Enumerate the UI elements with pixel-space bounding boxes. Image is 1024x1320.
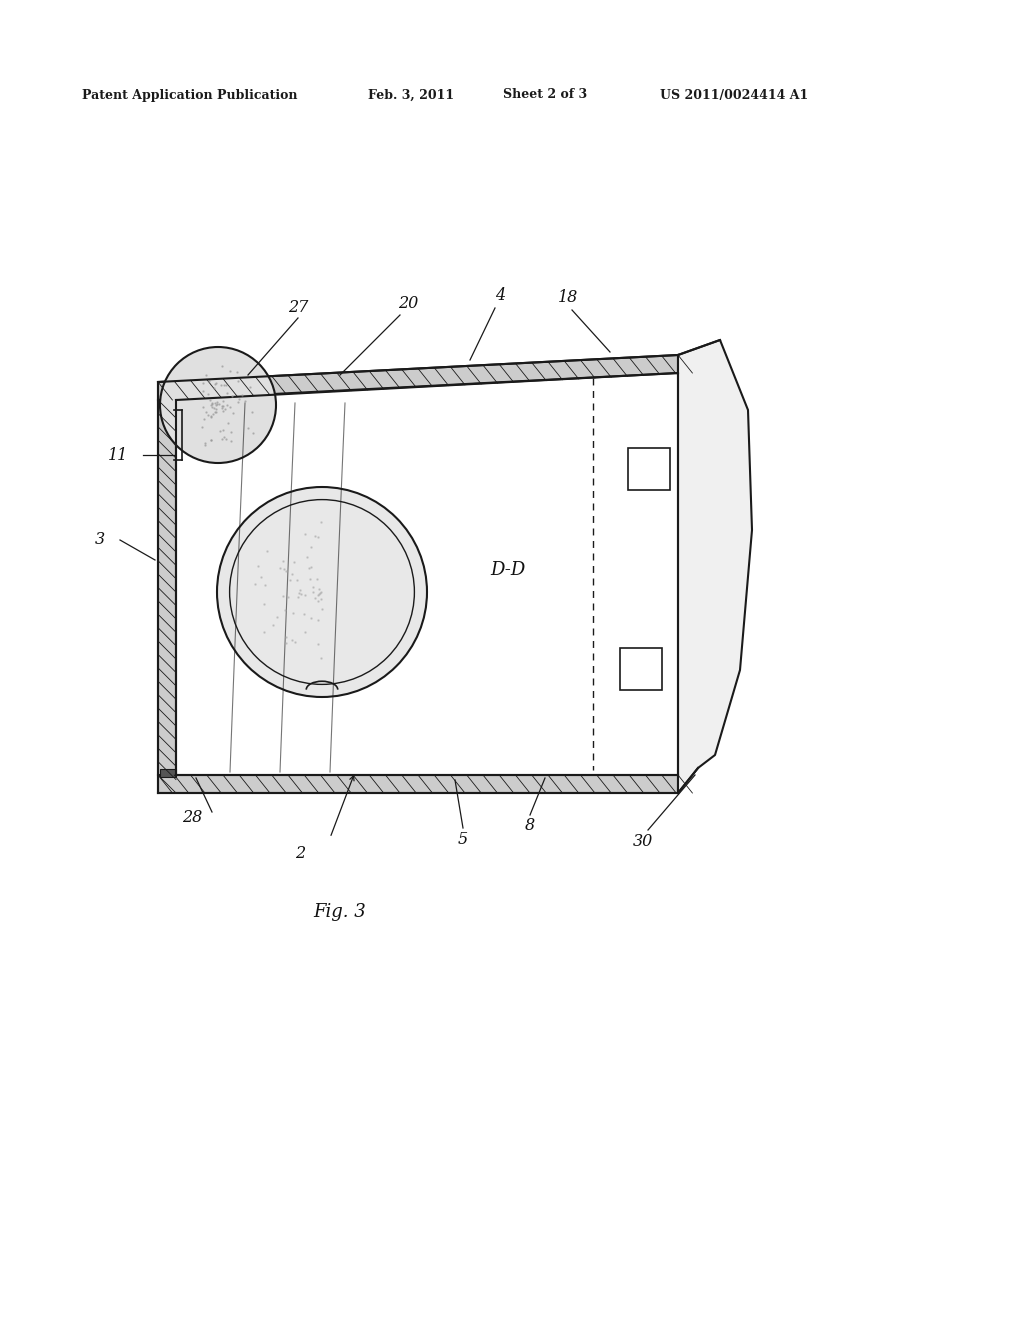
Polygon shape — [678, 341, 752, 793]
Polygon shape — [158, 775, 678, 793]
Circle shape — [160, 347, 276, 463]
Bar — [620, 648, 662, 690]
Polygon shape — [158, 400, 176, 775]
Text: 20: 20 — [398, 294, 418, 312]
Circle shape — [217, 487, 427, 697]
Text: 27: 27 — [288, 300, 308, 317]
Text: 3: 3 — [95, 532, 105, 549]
Text: Fig. 3: Fig. 3 — [313, 903, 367, 921]
Text: 2: 2 — [295, 845, 305, 862]
Text: 8: 8 — [525, 817, 536, 833]
Text: 11: 11 — [108, 446, 128, 463]
Bar — [628, 447, 670, 490]
Bar — [160, 770, 176, 777]
Text: Patent Application Publication: Patent Application Publication — [82, 88, 298, 102]
Text: US 2011/0024414 A1: US 2011/0024414 A1 — [660, 88, 808, 102]
Text: Sheet 2 of 3: Sheet 2 of 3 — [503, 88, 587, 102]
Text: 30: 30 — [633, 833, 653, 850]
Polygon shape — [158, 355, 678, 400]
Text: D-D: D-D — [490, 561, 525, 579]
Text: 5: 5 — [458, 832, 468, 849]
Text: Feb. 3, 2011: Feb. 3, 2011 — [368, 88, 454, 102]
Text: 28: 28 — [182, 809, 202, 826]
Text: 4: 4 — [495, 286, 505, 304]
Text: 18: 18 — [558, 289, 579, 306]
